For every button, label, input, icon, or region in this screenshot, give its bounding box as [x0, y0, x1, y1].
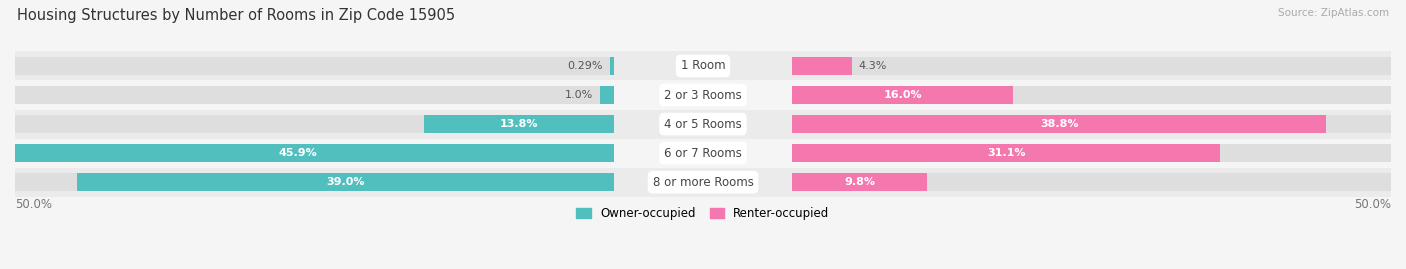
Bar [15, 168, 1391, 197]
Bar [793, 144, 1220, 162]
Bar [610, 57, 613, 75]
Bar [15, 57, 613, 75]
Text: 0.29%: 0.29% [567, 61, 603, 71]
Bar [793, 173, 928, 191]
Bar [793, 57, 852, 75]
Text: 31.1%: 31.1% [987, 148, 1025, 158]
Text: 50.0%: 50.0% [15, 198, 52, 211]
Bar [15, 173, 613, 191]
Text: 4.3%: 4.3% [859, 61, 887, 71]
Text: 8 or more Rooms: 8 or more Rooms [652, 176, 754, 189]
Bar [793, 173, 1391, 191]
Bar [15, 109, 1391, 139]
Bar [15, 51, 1391, 80]
Text: 2 or 3 Rooms: 2 or 3 Rooms [664, 89, 742, 101]
Text: 1 Room: 1 Room [681, 59, 725, 72]
Bar [15, 86, 613, 104]
Bar [793, 86, 1391, 104]
Bar [793, 144, 1391, 162]
Text: 38.8%: 38.8% [1040, 119, 1078, 129]
Bar [77, 173, 613, 191]
Bar [423, 115, 613, 133]
Bar [793, 57, 1391, 75]
Legend: Owner-occupied, Renter-occupied: Owner-occupied, Renter-occupied [572, 203, 834, 225]
Bar [15, 144, 613, 162]
Text: 16.0%: 16.0% [883, 90, 922, 100]
Bar [15, 80, 1391, 109]
Text: 50.0%: 50.0% [1354, 198, 1391, 211]
Text: 13.8%: 13.8% [499, 119, 538, 129]
Text: 45.9%: 45.9% [278, 148, 318, 158]
Bar [600, 86, 613, 104]
Bar [15, 139, 1391, 168]
Text: 9.8%: 9.8% [845, 177, 876, 187]
Text: Housing Structures by Number of Rooms in Zip Code 15905: Housing Structures by Number of Rooms in… [17, 8, 456, 23]
Text: 39.0%: 39.0% [326, 177, 364, 187]
Text: 1.0%: 1.0% [565, 90, 593, 100]
Text: 6 or 7 Rooms: 6 or 7 Rooms [664, 147, 742, 160]
Bar [0, 144, 613, 162]
Bar [793, 115, 1326, 133]
Bar [793, 115, 1391, 133]
Bar [793, 86, 1012, 104]
Bar [15, 115, 613, 133]
Text: Source: ZipAtlas.com: Source: ZipAtlas.com [1278, 8, 1389, 18]
Text: 4 or 5 Rooms: 4 or 5 Rooms [664, 118, 742, 130]
